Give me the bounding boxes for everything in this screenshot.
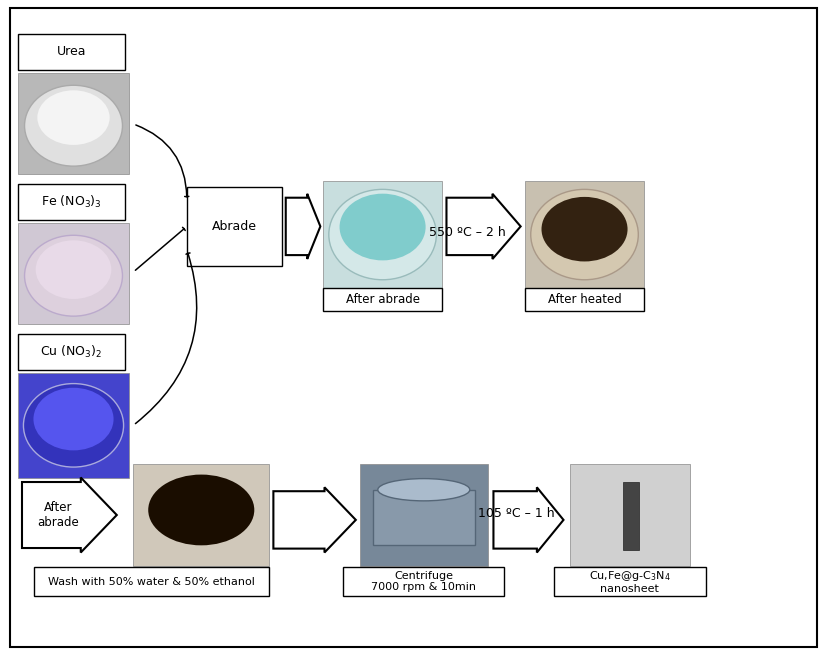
Text: Wash with 50% water & 50% ethanol: Wash with 50% water & 50% ethanol: [48, 576, 256, 586]
Text: After abrade: After abrade: [346, 293, 419, 307]
Polygon shape: [447, 194, 521, 259]
Bar: [360, 464, 488, 565]
Ellipse shape: [25, 85, 122, 166]
Bar: [570, 464, 690, 565]
Bar: [18, 223, 129, 324]
Text: Centrifuge
7000 rpm & 10min: Centrifuge 7000 rpm & 10min: [371, 571, 476, 592]
Polygon shape: [274, 487, 356, 553]
Polygon shape: [22, 477, 117, 553]
Bar: [623, 481, 639, 550]
Bar: [323, 181, 442, 288]
Ellipse shape: [37, 90, 110, 145]
Ellipse shape: [36, 240, 112, 299]
Ellipse shape: [23, 384, 123, 467]
Bar: [373, 490, 475, 546]
Ellipse shape: [378, 479, 470, 501]
Ellipse shape: [340, 194, 426, 261]
Bar: [553, 567, 706, 596]
Bar: [35, 567, 270, 596]
Bar: [18, 73, 129, 174]
Bar: [133, 464, 270, 565]
Bar: [187, 187, 282, 265]
Text: Cu (NO$_3$)$_2$: Cu (NO$_3$)$_2$: [41, 344, 103, 360]
Text: 105 ºC – 1 h: 105 ºC – 1 h: [478, 507, 555, 520]
Bar: [525, 288, 644, 311]
Bar: [18, 34, 125, 70]
Text: Urea: Urea: [57, 45, 86, 58]
Ellipse shape: [148, 475, 254, 546]
Text: 550 ºC – 2 h: 550 ºC – 2 h: [428, 227, 505, 240]
Bar: [18, 334, 125, 370]
Text: Fe (NO$_3$)$_3$: Fe (NO$_3$)$_3$: [41, 194, 102, 210]
Bar: [18, 373, 129, 477]
Text: After heated: After heated: [547, 293, 621, 307]
Ellipse shape: [542, 197, 628, 261]
Bar: [18, 184, 125, 220]
Bar: [525, 181, 644, 288]
Ellipse shape: [33, 388, 113, 451]
Polygon shape: [286, 194, 320, 259]
Ellipse shape: [531, 189, 638, 280]
Ellipse shape: [329, 189, 437, 280]
Ellipse shape: [25, 235, 122, 316]
Bar: [343, 567, 504, 596]
Text: Cu,Fe@g-C$_3$N$_4$
nanosheet: Cu,Fe@g-C$_3$N$_4$ nanosheet: [589, 569, 671, 594]
Polygon shape: [494, 487, 563, 553]
Text: After
abrade: After abrade: [37, 501, 79, 529]
Bar: [323, 288, 442, 311]
Text: Abrade: Abrade: [212, 220, 256, 233]
